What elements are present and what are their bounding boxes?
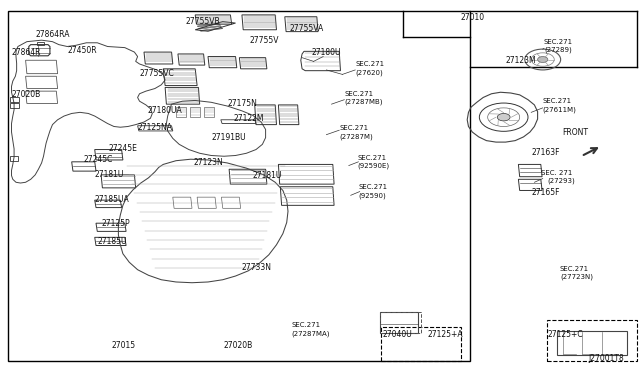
Text: (92590E): (92590E) <box>357 163 389 169</box>
Text: SEC.271: SEC.271 <box>339 125 369 131</box>
Bar <box>380 312 421 333</box>
Text: 27015: 27015 <box>112 341 136 350</box>
Text: 27191BU: 27191BU <box>211 133 246 142</box>
Text: SEC.271: SEC.271 <box>543 98 572 104</box>
Text: SEC.271: SEC.271 <box>357 155 387 161</box>
Text: 27181U: 27181U <box>95 170 124 179</box>
Text: 27733N: 27733N <box>242 263 272 272</box>
Text: (27293): (27293) <box>547 178 575 184</box>
Text: SEC.271: SEC.271 <box>560 266 589 272</box>
Text: 27125P: 27125P <box>101 219 130 228</box>
Text: (27289): (27289) <box>544 47 572 53</box>
Text: 27040U: 27040U <box>383 330 412 339</box>
Text: SEC.271: SEC.271 <box>544 39 573 45</box>
Bar <box>557 331 627 355</box>
Text: 27125NA: 27125NA <box>138 123 173 132</box>
Text: (27287M): (27287M) <box>339 133 373 140</box>
Bar <box>8 11 470 361</box>
Text: 27245C: 27245C <box>83 155 113 164</box>
Text: 27175N: 27175N <box>227 99 257 108</box>
Text: (27620): (27620) <box>355 69 383 76</box>
Text: 27123N: 27123N <box>193 158 223 167</box>
Text: 27020B: 27020B <box>12 90 41 99</box>
Bar <box>547 320 637 361</box>
Text: SEC. 271: SEC. 271 <box>541 170 572 176</box>
Bar <box>381 327 461 361</box>
Text: (27287MA): (27287MA) <box>291 330 330 337</box>
Text: 27245E: 27245E <box>109 144 138 153</box>
Text: SEC.271: SEC.271 <box>344 91 374 97</box>
Text: 27755VB: 27755VB <box>186 17 220 26</box>
Text: 27180U: 27180U <box>312 48 341 57</box>
Bar <box>380 312 418 333</box>
Text: 27125+C: 27125+C <box>547 330 583 339</box>
Text: 27755VC: 27755VC <box>140 69 174 78</box>
Text: 27122M: 27122M <box>234 114 264 123</box>
Text: SEC.271: SEC.271 <box>358 185 388 190</box>
Text: 27181U: 27181U <box>253 171 282 180</box>
Text: (27611M): (27611M) <box>543 106 577 113</box>
Text: (92590): (92590) <box>358 193 386 199</box>
Text: SEC.271: SEC.271 <box>355 61 385 67</box>
Text: FRONT: FRONT <box>562 128 588 137</box>
Text: (27723N): (27723N) <box>560 274 593 280</box>
Text: 27450R: 27450R <box>67 46 97 55</box>
Text: 27185UA: 27185UA <box>95 195 129 204</box>
Text: 27165F: 27165F <box>531 188 560 197</box>
Text: 27185U: 27185U <box>97 237 127 246</box>
Text: SEC.271: SEC.271 <box>291 322 321 328</box>
Text: (27287MB): (27287MB) <box>344 99 383 105</box>
Text: 27010: 27010 <box>461 13 485 22</box>
Circle shape <box>538 57 548 62</box>
Text: 27180UA: 27180UA <box>147 106 182 115</box>
Text: 27125+A: 27125+A <box>428 330 463 339</box>
Text: J27001T8: J27001T8 <box>589 354 625 363</box>
Text: 27163F: 27163F <box>531 148 560 157</box>
Text: 27755V: 27755V <box>250 36 279 45</box>
Text: 27864R: 27864R <box>12 48 41 57</box>
Text: 27020B: 27020B <box>224 341 253 350</box>
Circle shape <box>497 113 510 121</box>
Text: 27864RA: 27864RA <box>35 30 70 39</box>
Text: 27123M: 27123M <box>506 56 536 65</box>
Text: 27755VA: 27755VA <box>289 25 324 33</box>
